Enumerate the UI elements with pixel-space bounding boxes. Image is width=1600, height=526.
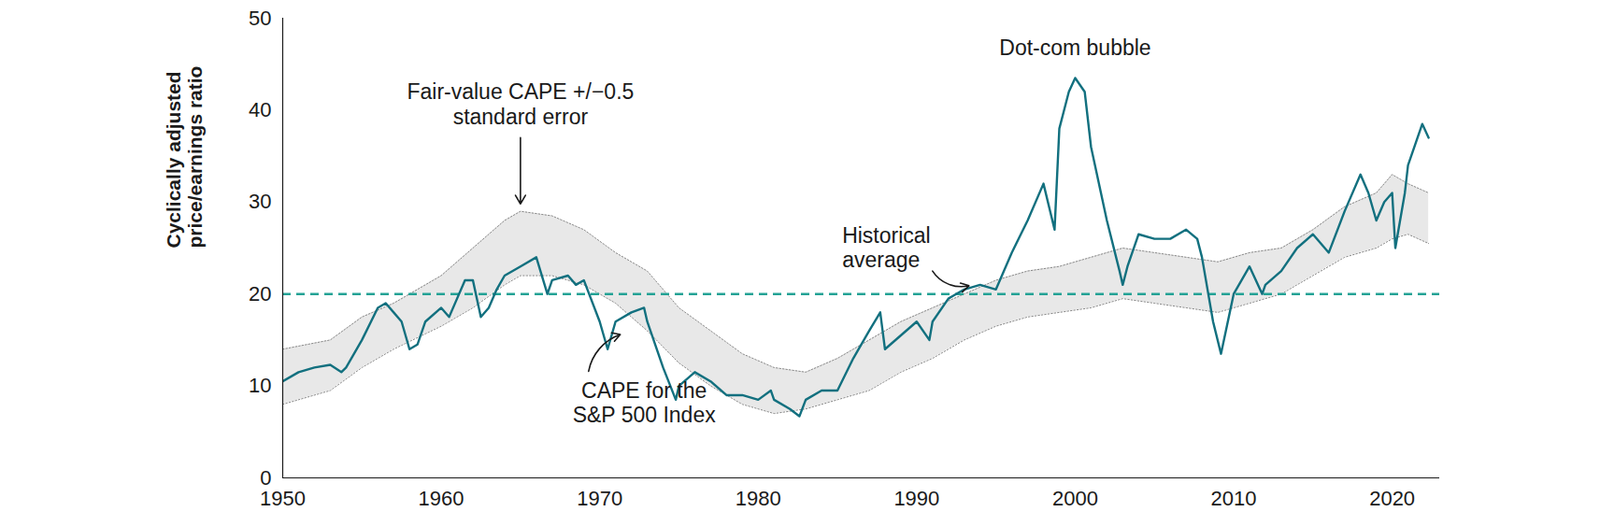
svg-text:10: 10	[248, 373, 272, 398]
svg-text:1990: 1990	[893, 486, 940, 511]
svg-text:20: 20	[248, 282, 272, 306]
svg-text:40: 40	[248, 98, 272, 122]
svg-text:50: 50	[248, 6, 272, 30]
svg-text:Cyclically adjustedprice/earni: Cyclically adjustedprice/earnings ratio	[162, 66, 206, 249]
svg-text:2020: 2020	[1369, 486, 1415, 511]
svg-text:Historicalaverage: Historicalaverage	[842, 223, 931, 272]
svg-text:CAPE for theS&P 500 Index: CAPE for theS&P 500 Index	[572, 378, 717, 428]
svg-text:Fair-value CAPE +/−0.5standard: Fair-value CAPE +/−0.5standard error	[406, 79, 634, 129]
svg-text:30: 30	[248, 189, 272, 214]
svg-text:1970: 1970	[576, 486, 623, 511]
svg-text:2010: 2010	[1211, 486, 1258, 511]
svg-text:2000: 2000	[1052, 486, 1099, 511]
svg-text:1980: 1980	[735, 486, 782, 511]
svg-text:0: 0	[259, 466, 272, 490]
svg-text:Dot-com bubble: Dot-com bubble	[999, 35, 1151, 60]
svg-text:1960: 1960	[418, 486, 465, 511]
svg-text:1950: 1950	[259, 486, 306, 511]
